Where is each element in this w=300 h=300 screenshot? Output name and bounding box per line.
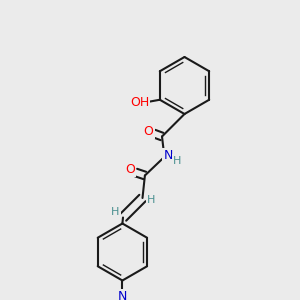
- Text: H: H: [111, 207, 120, 217]
- Text: N: N: [118, 290, 127, 300]
- Text: OH: OH: [130, 96, 149, 109]
- Text: O: O: [144, 124, 153, 138]
- Text: O: O: [125, 163, 135, 176]
- Text: N: N: [164, 149, 173, 162]
- Text: H: H: [147, 195, 155, 206]
- Text: H: H: [173, 155, 181, 166]
